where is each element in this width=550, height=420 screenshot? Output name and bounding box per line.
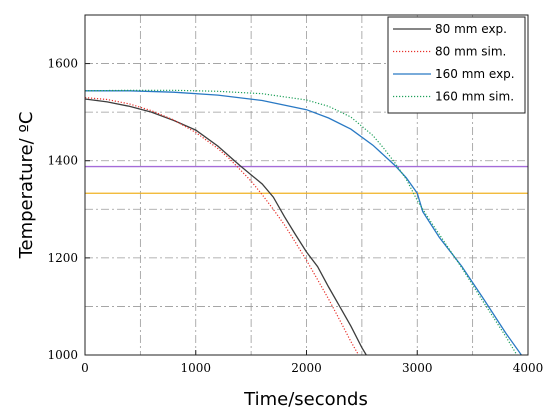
legend-box [387, 16, 526, 114]
y-tick-label: 1200 [47, 251, 78, 265]
legend-label: 80 mm sim. [435, 45, 506, 59]
y-tick-label: 1600 [47, 57, 78, 71]
x-ticks: 0 1000 2000 3000 4000 [81, 350, 543, 375]
y-tick-label: 1400 [47, 154, 78, 168]
x-axis-title: Time/seconds [243, 389, 368, 410]
series-line-4 [84, 89, 518, 356]
y-axis-title: Temperature/ ºC [16, 112, 37, 260]
x-tick-label: 2000 [291, 361, 322, 375]
grid-lines [85, 15, 528, 355]
legend-label: 160 mm exp. [435, 67, 515, 81]
legend-label: 80 mm exp. [435, 22, 507, 36]
series-line-1 [84, 98, 367, 356]
reference-lines [85, 165, 528, 194]
legend-label: 160 mm sim. [435, 90, 514, 104]
x-tick-label: 1000 [180, 361, 211, 375]
y-tick-label: 1000 [47, 348, 78, 362]
series-line-3 [85, 90, 522, 356]
series-group [84, 89, 522, 356]
y-ticks: 1000 1200 1400 1600 [47, 57, 90, 362]
legend: 80 mm exp. 80 mm sim. 160 mm exp. 160 mm si… [387, 16, 526, 114]
x-tick-label: 3000 [402, 361, 433, 375]
x-tick-label: 4000 [513, 361, 544, 375]
x-tick-label: 0 [81, 361, 89, 375]
